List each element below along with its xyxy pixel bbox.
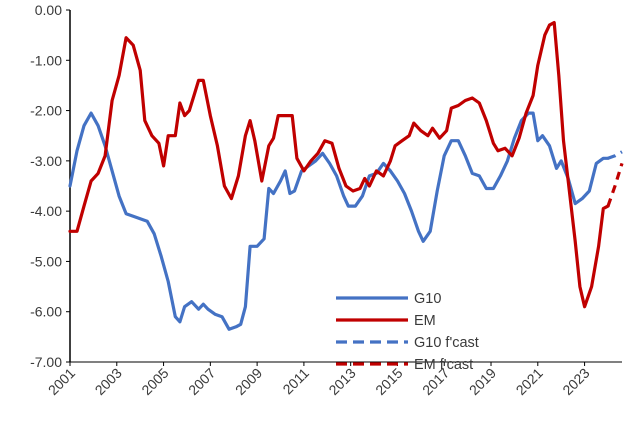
legend-label: G10 [414,291,441,307]
x-tick-label: 2013 [325,365,358,398]
series-line-0 [68,111,610,331]
y-tick-label: 0.00 [35,2,62,18]
x-tick-label: 2003 [92,365,125,398]
x-tick-label: 2015 [372,365,405,398]
y-tick-label: -1.00 [30,52,62,68]
series-lines [68,21,624,331]
y-tick-label: -5.00 [30,253,62,269]
x-tick-label: 2011 [279,365,312,398]
y-tick-label: -3.00 [30,153,62,169]
x-tick-labels: 2001 2003 2005 2007 2009 2011 2013 2015 2017 2019… [45,362,593,398]
legend-label: EM [414,313,436,329]
x-tick-label: 2023 [559,365,592,398]
series-line-3 [606,162,624,207]
series-line-1 [68,21,610,309]
legend: G10 EM G10 f'cast EM f'cast [336,291,479,373]
legend-label: EM f'cast [414,357,473,373]
y-tick-label: -2.00 [30,103,62,119]
x-tick-label: 2007 [185,365,218,398]
y-tick-labels: 0.00 -1.00 -2.00 -3.00 -4.00 -5.00 -6.00 -7.00 [30,2,70,370]
y-tick-label: -6.00 [30,304,62,320]
series-line-2 [607,150,623,160]
legend-label: G10 f'cast [414,335,479,351]
x-tick-label: 2021 [513,365,546,398]
x-tick-label: 2009 [232,365,265,398]
y-tick-label: -4.00 [30,203,62,219]
y-tick-label: -7.00 [30,354,62,370]
x-tick-label: 2005 [138,365,171,398]
